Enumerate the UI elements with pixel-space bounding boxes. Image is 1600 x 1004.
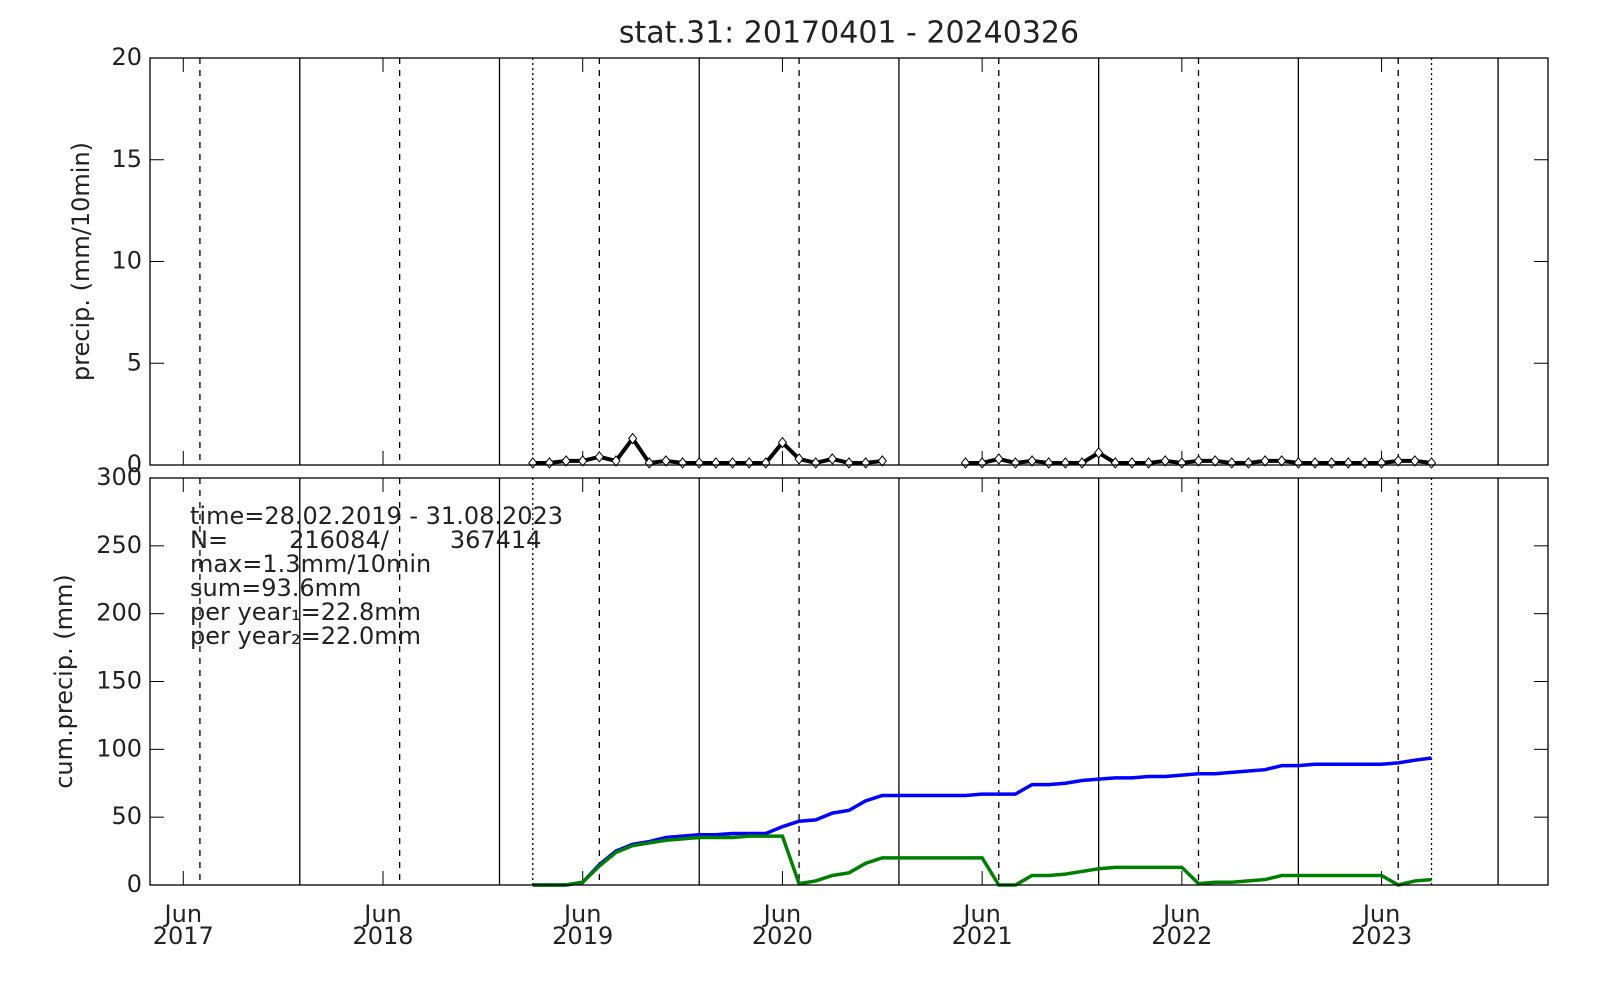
- x-tick-label: Jun 2020: [751, 900, 813, 950]
- data-marker: [861, 457, 871, 469]
- data-marker: [1243, 457, 1254, 469]
- y-tick-label: 300: [96, 463, 142, 491]
- y-tick-label: 200: [96, 599, 142, 627]
- data-marker: [677, 457, 688, 469]
- data-marker: [1293, 457, 1304, 469]
- data-marker: [628, 432, 638, 445]
- data-marker: [1326, 457, 1337, 469]
- data-marker: [544, 457, 555, 469]
- annotation: N= 216084/ 367414: [190, 526, 541, 554]
- y-tick-label: 20: [111, 43, 142, 71]
- data-marker: [1227, 457, 1237, 469]
- data-marker: [1060, 457, 1071, 469]
- plot-frame: [149, 57, 1549, 466]
- y-tick-label: 50: [111, 802, 142, 830]
- y-tick-label: 5: [127, 348, 142, 376]
- y-axis-label: precip. (mm/10min): [67, 142, 95, 381]
- data-marker: [1426, 457, 1437, 469]
- x-tick-label: Jun 2018: [352, 900, 414, 950]
- annotation: time=28.02.2019 - 31.08.2023: [190, 502, 563, 530]
- data-marker: [611, 455, 621, 467]
- data-marker: [561, 455, 571, 467]
- data-marker: [661, 455, 671, 467]
- annotation: per year₂=22.0mm: [190, 622, 421, 650]
- x-tick-label: Jun 2017: [152, 900, 214, 950]
- y-tick-label: 250: [96, 531, 142, 559]
- data-marker: [777, 436, 788, 449]
- data-marker: [1160, 455, 1170, 467]
- annotation: per year₁=22.8mm: [190, 598, 421, 626]
- data-marker: [1177, 457, 1187, 469]
- annotation: sum=93.6mm: [190, 574, 361, 602]
- data-marker: [594, 451, 604, 463]
- data-marker: [1027, 455, 1037, 467]
- y-tick-label: 0: [127, 870, 142, 898]
- data-marker: [744, 457, 754, 469]
- plot-frame: [149, 477, 1549, 886]
- data-marker: [694, 457, 704, 469]
- data-marker: [1044, 457, 1054, 469]
- data-marker: [528, 457, 538, 469]
- data-marker: [877, 455, 887, 467]
- series-line: [532, 834, 1432, 887]
- y-tick-label: 10: [111, 247, 142, 275]
- data-marker: [578, 455, 588, 467]
- x-tick-label: Jun 2021: [951, 900, 1013, 950]
- data-marker: [1193, 455, 1204, 467]
- data-marker: [1143, 457, 1154, 469]
- x-tick-label: Jun 2022: [1151, 900, 1213, 950]
- data-marker: [1360, 457, 1370, 469]
- data-marker: [727, 457, 738, 469]
- data-marker: [1376, 457, 1387, 469]
- x-tick-label: Jun 2023: [1351, 900, 1413, 950]
- data-marker: [1210, 455, 1220, 467]
- data-marker: [844, 457, 854, 469]
- x-tick-label: Jun 2019: [552, 900, 614, 950]
- data-marker: [1260, 455, 1270, 467]
- data-marker: [994, 453, 1004, 465]
- data-marker: [794, 453, 804, 465]
- data-marker: [1277, 455, 1287, 467]
- y-tick-label: 100: [96, 734, 142, 762]
- series-line: [532, 756, 1432, 887]
- y-axis-label: cum.precip. (mm): [50, 574, 78, 789]
- data-marker: [1410, 455, 1420, 467]
- data-marker: [1127, 457, 1137, 469]
- y-tick-label: 0: [127, 450, 142, 478]
- chart-title: stat.31: 20170401 - 20240326: [619, 16, 1079, 51]
- data-marker: [811, 457, 821, 469]
- data-marker: [1010, 457, 1021, 469]
- data-marker: [960, 457, 971, 469]
- data-marker: [977, 457, 987, 469]
- annotation: max=1.3mm/10min: [190, 550, 431, 578]
- data-marker: [1093, 446, 1104, 459]
- data-marker: [1343, 457, 1353, 469]
- data-marker: [711, 457, 721, 469]
- y-tick-label: 15: [111, 145, 142, 173]
- data-marker: [1393, 455, 1403, 467]
- data-marker: [1310, 457, 1320, 469]
- data-marker: [827, 453, 837, 465]
- y-tick-label: 150: [96, 667, 142, 695]
